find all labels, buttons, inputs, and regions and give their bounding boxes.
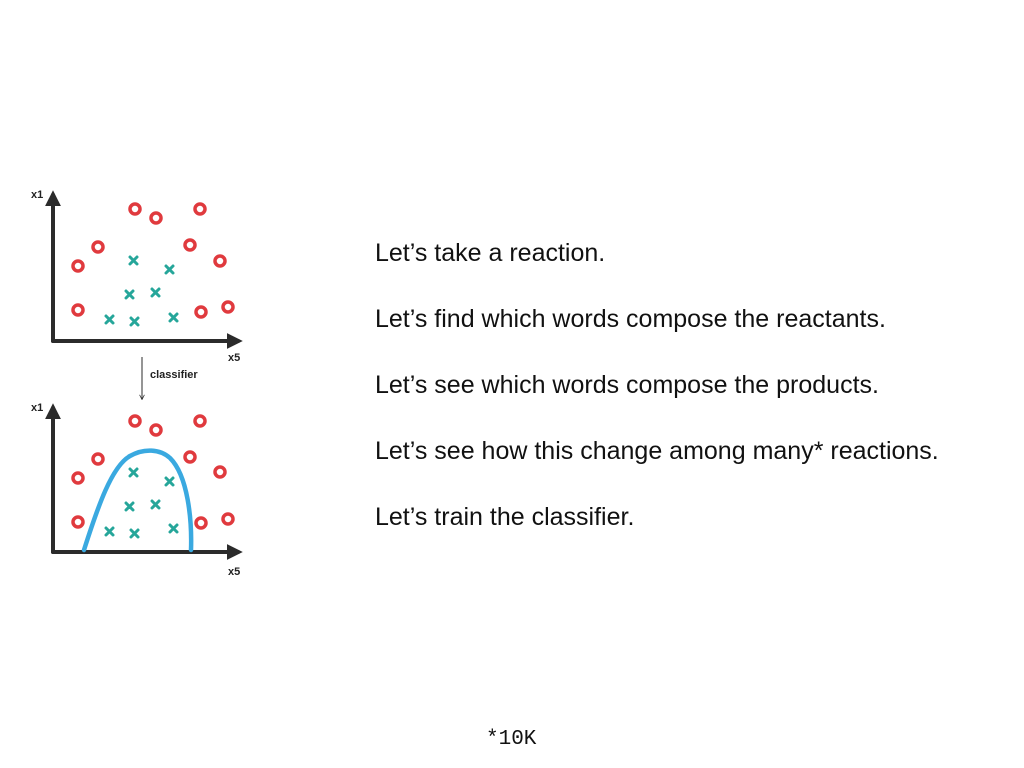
cross-point xyxy=(168,312,179,323)
circle-point xyxy=(128,414,142,428)
circle-point xyxy=(193,414,207,428)
bullet-see-change-many-reactions: Let’s see how this change among many* re… xyxy=(375,437,939,465)
circle-point xyxy=(71,259,85,273)
decision-boundary xyxy=(81,448,194,553)
top-circle-points xyxy=(71,202,235,319)
circle-point xyxy=(193,202,207,216)
cross-point xyxy=(128,467,139,478)
circle-point xyxy=(71,515,85,529)
bullet-list: Let’s take a reaction. Let’s find which … xyxy=(375,234,939,564)
circle-point xyxy=(71,471,85,485)
cross-point xyxy=(104,314,115,325)
circle-point xyxy=(183,238,197,252)
circle-point xyxy=(213,465,227,479)
bullet-take-reaction: Let’s take a reaction. xyxy=(375,239,606,267)
bullet-see-product-words: Let’s see which words compose the produc… xyxy=(375,371,879,399)
circle-point xyxy=(91,452,105,466)
classifier-diagram: x1 x5 xyxy=(31,189,243,578)
circle-point xyxy=(149,211,163,225)
top-plot: x1 x5 xyxy=(31,189,243,364)
circle-point xyxy=(183,450,197,464)
circle-point xyxy=(91,240,105,254)
cross-point xyxy=(124,501,135,512)
cross-point xyxy=(164,264,175,275)
bottom-y-axis-label: x1 xyxy=(31,402,43,414)
circle-point xyxy=(194,516,208,530)
cross-point xyxy=(164,476,175,487)
circle-point xyxy=(221,300,235,314)
bottom-cross-points xyxy=(104,467,179,539)
bullet-train-classifier: Let’s train the classifier. xyxy=(375,503,635,531)
circle-point xyxy=(128,202,142,216)
cross-point xyxy=(129,528,140,539)
cross-point xyxy=(168,523,179,534)
circle-point xyxy=(71,303,85,317)
circle-point xyxy=(213,254,227,268)
circle-point xyxy=(149,423,163,437)
classifier-arrow: classifier xyxy=(142,357,198,399)
cross-point xyxy=(124,289,135,300)
cross-point xyxy=(150,287,161,298)
top-x-axis-label: x5 xyxy=(228,352,240,364)
cross-point xyxy=(150,499,161,510)
bottom-x-axis-label: x5 xyxy=(228,566,240,578)
footnote: *10K xyxy=(486,728,537,751)
bottom-plot: x1 x5 xyxy=(31,402,243,578)
bullet-find-reactant-words: Let’s find which words compose the react… xyxy=(375,305,886,333)
classifier-label: classifier xyxy=(150,369,198,381)
cross-point xyxy=(128,255,139,266)
circle-point xyxy=(194,305,208,319)
cross-point xyxy=(129,316,140,327)
top-cross-points xyxy=(104,255,179,327)
bottom-circle-points xyxy=(71,414,235,530)
cross-point xyxy=(104,526,115,537)
circle-point xyxy=(221,512,235,526)
top-y-axis-label: x1 xyxy=(31,189,43,201)
